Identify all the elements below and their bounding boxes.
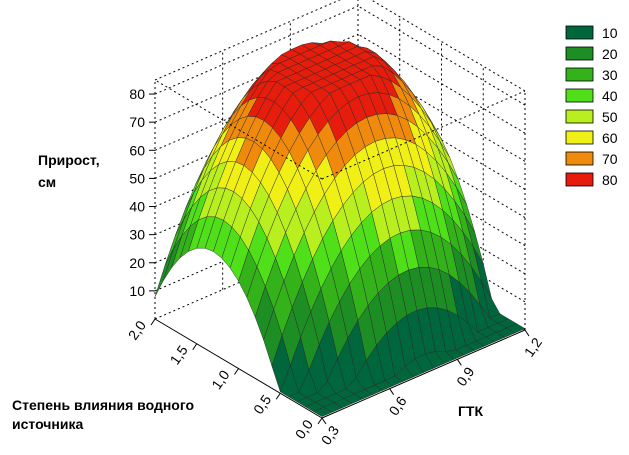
surface-cell [154, 248, 174, 297]
legend-label: 60 [602, 130, 618, 146]
legend-label: 70 [602, 151, 618, 167]
z-tick-label: 30 [129, 227, 145, 243]
box-edge [154, 79, 323, 180]
legend-label: 80 [602, 172, 618, 188]
legend-label: 10 [602, 25, 618, 41]
surface-cell [313, 406, 333, 417]
x-tick-mark [389, 388, 395, 395]
x-axis-title: ГТК [458, 403, 483, 419]
y-tick-mark [317, 417, 323, 425]
legend-swatch [565, 109, 594, 124]
y-tick-mark [150, 318, 156, 326]
z-tick-label: 70 [129, 114, 145, 130]
x-tick-label: 0,3 [318, 422, 342, 447]
grid-line [154, 5, 359, 95]
x-tick-mark [524, 329, 530, 337]
legend-swatch [565, 67, 594, 82]
legend-swatch [565, 151, 594, 166]
x-tick-label: 0,9 [453, 364, 477, 389]
y-tick-label: 1,0 [208, 367, 232, 392]
legend-label: 30 [602, 67, 618, 83]
grid-line [357, 5, 526, 106]
box-edge [154, 0, 341, 81]
x-tick-mark [456, 359, 462, 366]
legend-swatch [565, 25, 594, 40]
grid-line [154, 33, 359, 123]
z-axis-title-line-1: Прирост, [38, 152, 100, 168]
x-tick-label: 1,2 [521, 334, 545, 359]
y-tick-mark [234, 368, 239, 375]
z-tick-label: 50 [129, 170, 145, 186]
z-tick-label: 20 [129, 255, 145, 271]
y-tick-mark [275, 392, 281, 400]
surface [154, 40, 526, 417]
legend-swatch [565, 172, 594, 187]
z-axis-title-line-2: см [38, 174, 56, 190]
legend-label: 20 [602, 46, 618, 62]
x-tick-mark [321, 417, 327, 425]
z-axis-title: Прирост, см [38, 152, 104, 190]
legend-swatch [565, 46, 594, 61]
z-tick-label: 10 [129, 283, 145, 299]
box-edge [321, 329, 526, 419]
y-tick-label: 0,5 [250, 392, 274, 417]
z-tick-label: 40 [129, 199, 145, 215]
y-tick-label: 1,5 [167, 342, 191, 367]
legend: 10 20 30 40 50 60 70 80 [565, 25, 618, 188]
legend-label: 40 [602, 88, 618, 104]
y-tick-label: 0,0 [292, 416, 316, 441]
legend-swatch [565, 88, 594, 103]
y-tick-label: 2,0 [125, 317, 149, 342]
y-axis-title-line-2: источника [12, 416, 83, 432]
z-tick-label: 60 [129, 142, 145, 158]
y-axis-title: Степень влияния водного источника [12, 397, 198, 432]
x-tick-label: 0,6 [385, 393, 409, 418]
legend-label: 50 [602, 109, 618, 125]
z-tick-label: 80 [129, 86, 145, 102]
y-tick-mark [192, 343, 198, 351]
y-axis-title-line-1: Степень влияния водного [12, 397, 194, 413]
legend-swatch [565, 130, 594, 145]
grid-line [357, 33, 526, 134]
box-edge [370, 0, 526, 92]
box-edge [321, 90, 526, 180]
